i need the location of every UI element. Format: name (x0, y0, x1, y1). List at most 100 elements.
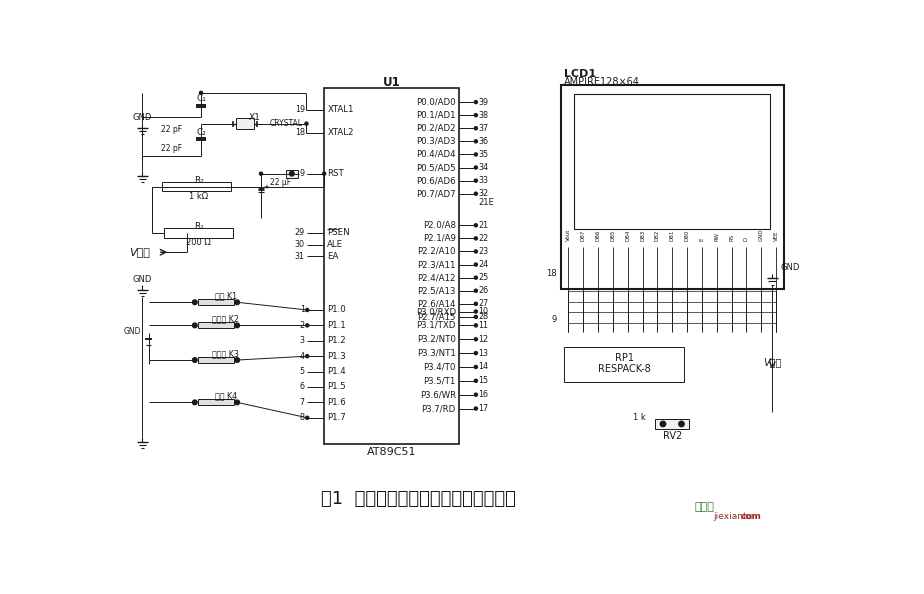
Text: V꜀꜀: V꜀꜀ (763, 358, 782, 367)
Text: 32: 32 (479, 189, 488, 198)
Text: 22 pF: 22 pF (161, 125, 182, 134)
Text: 19: 19 (295, 105, 305, 114)
Text: 16: 16 (479, 390, 488, 399)
Text: 13: 13 (479, 349, 488, 358)
Text: P0.6/AD6: P0.6/AD6 (416, 176, 456, 185)
Text: P1.0: P1.0 (327, 305, 346, 314)
Text: AMPIRE128×64: AMPIRE128×64 (565, 77, 640, 87)
Circle shape (474, 192, 478, 195)
Text: DB7: DB7 (580, 229, 586, 241)
Text: C₂: C₂ (196, 128, 206, 137)
Text: 3: 3 (300, 336, 305, 345)
Text: P2.7/A15: P2.7/A15 (418, 312, 456, 321)
Bar (655, 419, 689, 428)
Circle shape (474, 302, 478, 305)
Circle shape (474, 179, 478, 182)
Text: RST: RST (327, 169, 344, 178)
Text: P3.4/T0: P3.4/T0 (423, 362, 456, 371)
Text: 14: 14 (479, 362, 488, 371)
Text: GND: GND (780, 263, 799, 272)
Text: 7: 7 (299, 398, 305, 407)
Circle shape (474, 224, 478, 227)
Text: AT89C51: AT89C51 (367, 447, 417, 457)
Text: 18: 18 (295, 128, 305, 137)
Circle shape (192, 400, 197, 405)
Text: D: D (744, 236, 749, 241)
Text: 1: 1 (300, 305, 305, 314)
Text: jiexiantu·: jiexiantu· (712, 512, 755, 521)
Text: 起点 K1: 起点 K1 (214, 292, 237, 301)
Circle shape (235, 400, 239, 405)
Text: 9: 9 (552, 315, 556, 324)
Circle shape (474, 140, 478, 143)
Text: 29: 29 (295, 229, 305, 238)
Bar (198, 299, 234, 305)
Text: P1.5: P1.5 (327, 383, 346, 391)
Text: P2.1/A9: P2.1/A9 (423, 234, 456, 243)
Text: R₁: R₁ (194, 222, 203, 231)
Text: 5: 5 (299, 367, 305, 376)
Text: P1.7: P1.7 (327, 413, 346, 422)
Text: 21E: 21E (479, 198, 494, 207)
Text: 24: 24 (479, 260, 488, 269)
Bar (164, 228, 233, 238)
Text: DB0: DB0 (685, 229, 689, 241)
Text: DB1: DB1 (670, 229, 675, 241)
Text: 10: 10 (479, 307, 488, 316)
Text: P2.6/A14: P2.6/A14 (418, 299, 456, 308)
Text: GND: GND (133, 113, 152, 122)
Text: CRYSTAL: CRYSTAL (270, 119, 302, 128)
Circle shape (474, 289, 478, 292)
Circle shape (474, 166, 478, 169)
Text: DB4: DB4 (626, 229, 630, 241)
Text: 终点 K4: 终点 K4 (214, 391, 237, 401)
Text: PSEN: PSEN (327, 229, 350, 238)
Circle shape (679, 421, 684, 426)
Text: U1: U1 (383, 75, 400, 89)
Bar (286, 170, 298, 178)
Bar (198, 357, 234, 363)
Text: P0.7/AD7: P0.7/AD7 (416, 189, 456, 198)
Text: P1.4: P1.4 (327, 367, 346, 376)
Text: 6: 6 (300, 383, 305, 391)
Circle shape (192, 300, 197, 305)
Text: RV2: RV2 (663, 431, 682, 441)
Text: EA: EA (327, 252, 338, 261)
Text: 9: 9 (299, 169, 305, 178)
Bar (565, 347, 684, 381)
Circle shape (235, 358, 239, 362)
Text: E: E (699, 238, 704, 241)
Text: P1.6: P1.6 (327, 398, 346, 407)
Text: 18: 18 (546, 269, 556, 279)
Circle shape (474, 380, 478, 383)
Text: P0.3/AD3: P0.3/AD3 (416, 137, 456, 146)
Circle shape (474, 237, 478, 240)
Text: 33: 33 (479, 176, 488, 185)
Circle shape (661, 421, 665, 426)
Text: P1.2: P1.2 (327, 336, 346, 345)
Text: P3.3/NT1: P3.3/NT1 (417, 349, 456, 358)
Text: GND: GND (759, 228, 764, 241)
Circle shape (474, 250, 478, 253)
Text: 12: 12 (479, 335, 488, 344)
Text: RESPACK-8: RESPACK-8 (598, 364, 650, 374)
Circle shape (305, 122, 308, 125)
Text: P3.7/RD: P3.7/RD (421, 404, 456, 413)
Text: 38: 38 (479, 110, 488, 119)
Text: P0.1/AD1: P0.1/AD1 (416, 110, 456, 119)
Text: LCD1: LCD1 (565, 69, 597, 80)
Text: P0.4/AD4: P0.4/AD4 (416, 150, 456, 159)
Bar (198, 399, 234, 406)
Circle shape (192, 358, 197, 362)
Text: P1.3: P1.3 (327, 352, 346, 361)
Text: C₁: C₁ (196, 94, 206, 103)
Circle shape (192, 323, 197, 328)
Circle shape (474, 365, 478, 368)
Text: 26: 26 (479, 286, 488, 295)
Text: 图1  公交车报站系统液晶显示仿真电路: 图1 公交车报站系统液晶显示仿真电路 (321, 489, 516, 508)
Bar (162, 182, 231, 191)
Text: 34: 34 (479, 163, 488, 172)
Circle shape (474, 310, 478, 313)
Bar (236, 118, 254, 129)
Text: P0.2/AD2: P0.2/AD2 (416, 124, 456, 133)
